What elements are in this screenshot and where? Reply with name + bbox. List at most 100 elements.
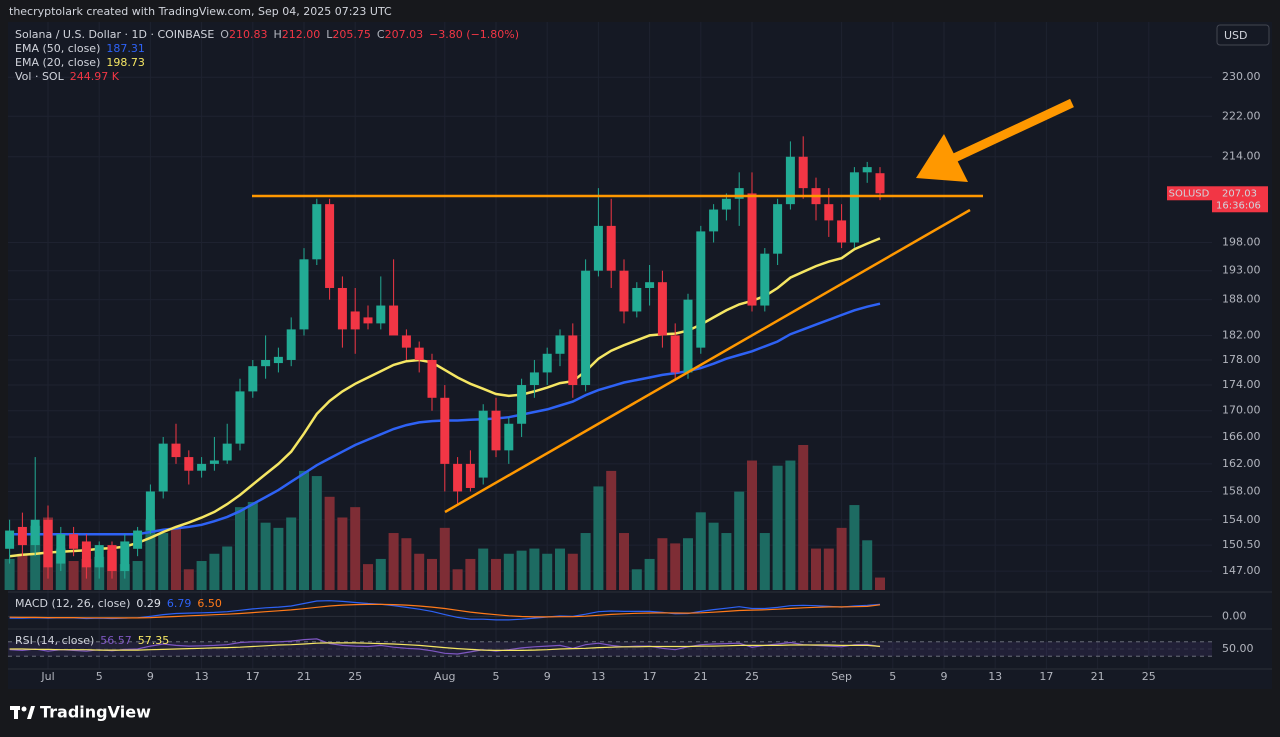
ohlc-key: H [273,28,281,41]
volume-bar [555,548,565,590]
candle-body [581,270,591,386]
volume-bar [503,553,514,590]
candle-body [849,172,859,243]
candle-body [69,534,79,549]
price-tag-symbol: SOLUSD [1169,188,1210,199]
x-tick-label: 13 [591,670,605,683]
x-tick-label: 25 [348,670,362,683]
trend-line [444,208,971,514]
x-tick-label: 25 [1142,670,1156,683]
volume-bar [222,546,233,590]
x-tick-label: 9 [941,670,948,683]
volume-bar [260,522,271,590]
candle-body [30,519,40,546]
x-tick-label: 9 [544,670,551,683]
candle-body [145,491,155,531]
macd-legend: MACD (12, 26, close) 0.29 6.79 6.50 [15,597,222,610]
line-series [9,642,881,651]
legend-value: 0.29 [136,597,161,610]
volume-bar [772,465,783,590]
candle-body [824,204,834,221]
line-series [9,603,881,619]
brand: TradingView [40,703,151,722]
x-tick-label: Jul [40,670,54,683]
x-tick-label: 5 [96,670,103,683]
arrow-head [916,134,968,182]
volume-bar [670,543,681,590]
price-tag-countdown: 16:36:06 [1216,200,1261,211]
currency[interactable]: USD [1224,29,1248,42]
candle-body [465,463,475,488]
volume-bar [849,505,860,590]
volume-bar [401,538,412,590]
symbol: Solana / U.S. Dollar · 1D · COINBASE [15,28,214,41]
candle-body [171,443,181,458]
y-tick-label: 214.00 [1222,150,1261,163]
candle-body [517,385,527,424]
x-tick-label: 13 [988,670,1002,683]
volume-bar [567,553,578,590]
volume-bar [388,533,399,590]
x-tick-label: 21 [694,670,708,683]
volume-bar [145,519,156,590]
volume-bar [862,540,873,590]
candle-body [555,335,565,354]
y-tick-label: 158.00 [1222,484,1261,497]
candle-body [593,225,603,271]
volume-bar [286,517,297,590]
legend-value: 56.57 [100,634,132,647]
candle-body [312,204,322,260]
credit: thecryptolark created with TradingView.c… [9,5,392,18]
ema-legend: EMA (50, close) 187.31 [15,42,145,55]
volume-bar [491,558,501,590]
legend-name: Vol · SOL [15,70,65,83]
candle-body [837,220,847,243]
volume-bar [823,548,834,590]
candle-body [43,519,53,568]
volume-bar [375,558,386,590]
line-series [9,638,881,655]
x-tick-label: 5 [889,670,896,683]
candle-body [504,423,514,451]
currency-box[interactable] [1216,24,1270,46]
x-tick-label: Aug [434,670,455,683]
legend-value: 244.97 K [70,70,120,83]
legend-name: MACD (12, 26, close) [15,597,130,610]
y-tick-label: 178.00 [1222,353,1261,366]
price-tag-value: 207.03 [1222,188,1257,199]
x-tick-label: 25 [745,670,759,683]
candle-body [440,397,450,464]
ohlc-value: 210.83 [229,28,268,41]
y-tick-label: 230.00 [1222,70,1261,83]
candle-body [286,329,296,360]
candle-body [798,156,808,189]
candle-body [875,173,885,194]
volume-bar [273,527,284,590]
y-tick-label: 174.00 [1222,378,1261,391]
volume-bar [17,553,28,590]
volume-bar [695,512,706,590]
candle-body [862,167,872,173]
volume-bar [171,527,181,590]
volume-bar [785,460,796,590]
candle-body [94,545,104,568]
candle-body [773,204,783,254]
y-tick-label: 222.00 [1222,109,1261,122]
candle-body [709,209,719,232]
y-tick-label: 50.00 [1222,642,1254,655]
y-tick-label: 193.00 [1222,264,1261,277]
ohlc-value: 212.00 [282,28,321,41]
legend-name: EMA (20, close) [15,56,100,69]
line-series [9,237,881,558]
plot: Jul 5 9 13 17 21 25 Aug 5 9 13 17 21 25 Sep 5 9 13 17 21 25 [4,22,1212,683]
volume-bar [580,533,591,590]
candle-body [299,259,309,330]
line-series [9,600,881,621]
candle-body [222,443,232,461]
y-tick-label: 182.00 [1222,328,1261,341]
candle-body [734,188,744,199]
candle-body [56,534,66,564]
candle-body [683,299,693,373]
x-tick-label: 21 [297,670,311,683]
